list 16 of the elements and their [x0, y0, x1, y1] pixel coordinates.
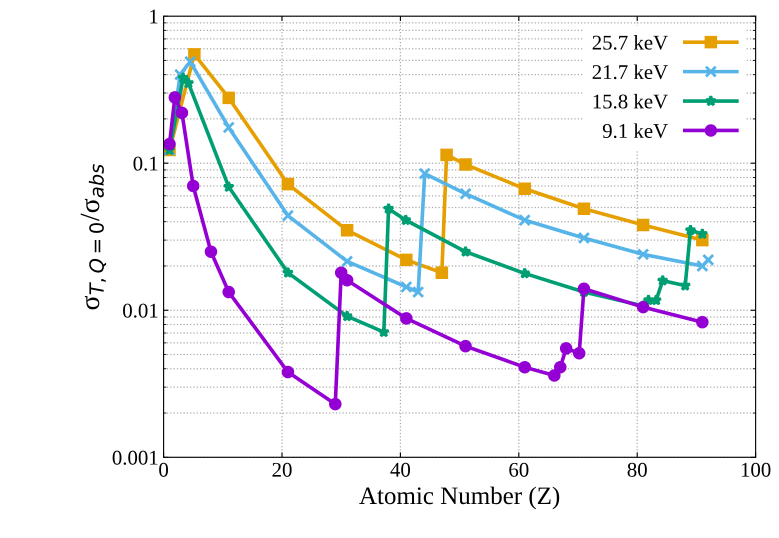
legend-label: 9.1 keV: [602, 123, 668, 138]
legend-label: 25.7 keV: [592, 35, 668, 50]
y-tick-label: 0.1: [133, 156, 158, 171]
x-tick-label: 20: [272, 462, 292, 477]
y-tick-label: 0.01: [123, 304, 158, 318]
x-tick-label: 100: [742, 462, 770, 477]
y-tick-label: 1: [150, 10, 158, 24]
x-tick-label: 60: [509, 462, 528, 477]
x-tick-label: 80: [628, 462, 647, 477]
x-axis-title: Atomic Number (Z): [359, 486, 560, 510]
legend-label: 15.8 keV: [594, 94, 668, 109]
x-tick-label: 0: [159, 462, 168, 477]
x-tick-label: 40: [390, 462, 410, 477]
legend-label: 21.7 keV: [592, 64, 668, 80]
y-tick-label: 0.001: [112, 450, 158, 465]
y-axis-title: σ$_{T,Q=0}$/σ$_{abs}$: [80, 164, 106, 310]
